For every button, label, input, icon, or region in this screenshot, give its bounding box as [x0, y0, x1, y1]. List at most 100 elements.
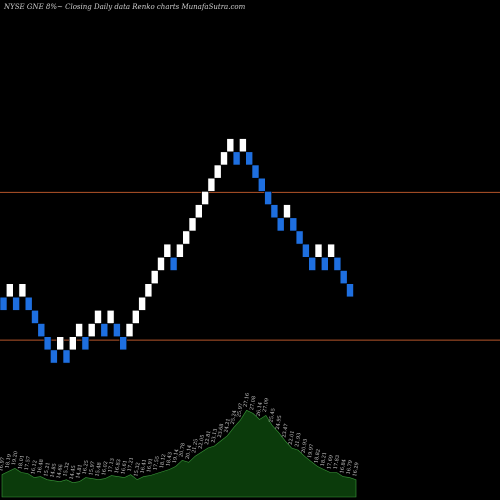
renko-brick-up	[327, 243, 335, 258]
volume-label: 25.45	[268, 408, 276, 423]
volume-label: 16.41	[140, 459, 148, 474]
renko-brick-up	[283, 204, 291, 219]
renko-brick-down	[81, 336, 90, 351]
volume-label: 23.13	[210, 428, 218, 443]
renko-brick-up	[226, 138, 235, 153]
volume-label: 14.81	[75, 464, 83, 479]
renko-brick-down	[320, 256, 329, 271]
renko-brick-down	[264, 191, 272, 205]
renko-brick-down	[295, 230, 304, 245]
volume-label: 16.12	[30, 460, 38, 475]
renko-brick-up	[6, 283, 14, 298]
volume-label: 15.97	[88, 461, 96, 476]
volume-label: 21.25	[191, 438, 199, 453]
renko-brick-up	[87, 323, 96, 337]
volume-label: 16.84	[339, 459, 347, 474]
renko-brick-down	[245, 151, 253, 166]
volume-label: 15.32	[62, 462, 70, 477]
volume-label: 14.85	[50, 463, 58, 478]
volume-label: 16.61	[120, 460, 128, 475]
volume-label: 19.97	[307, 443, 315, 458]
renko-brick-down	[119, 336, 127, 351]
volume-label: 16.25	[82, 460, 90, 475]
renko-brick-down	[302, 243, 310, 258]
renko-brick-up	[195, 204, 203, 219]
renko-bricks	[0, 138, 354, 364]
renko-brick-down	[232, 151, 241, 166]
volume-label: 19.20	[11, 451, 19, 466]
volume-area-fill	[1, 409, 357, 498]
renko-brick-up	[239, 138, 247, 153]
volume-area	[1, 409, 357, 498]
renko-brick-up	[138, 296, 146, 311]
volume-label: 20.93	[301, 438, 309, 453]
volume-label: 18.19	[4, 454, 12, 469]
volume-label: 16.97	[0, 457, 6, 472]
renko-brick-down	[276, 217, 285, 232]
volume-label: 26.14	[256, 402, 264, 417]
volume-label: 16.29	[352, 462, 360, 477]
volume-label: 16.48	[37, 459, 45, 474]
renko-brick-up	[125, 323, 134, 337]
volume-label: 23.68	[217, 423, 225, 438]
volume-label: 23.47	[281, 423, 289, 438]
volume-label: 20.14	[185, 444, 193, 459]
renko-brick-up	[150, 270, 159, 284]
volume-label: 15.21	[43, 462, 51, 477]
renko-brick-up	[220, 151, 228, 166]
renko-brick-down	[50, 349, 58, 364]
volume-label: 15.48	[95, 462, 103, 477]
chart-title: NYSE GNE 8%~ Closing Daily data Renko ch…	[3, 3, 246, 11]
volume-label: 18.43	[165, 452, 173, 467]
renko-brick-down	[346, 283, 354, 298]
renko-brick-up	[94, 309, 102, 324]
renko-brick-down	[113, 323, 121, 337]
volume-label: 27.16	[243, 392, 251, 407]
renko-brick-down	[339, 270, 348, 284]
renko-brick-down	[308, 256, 317, 271]
renko-brick-up	[207, 177, 216, 192]
renko-brick-up	[157, 256, 165, 271]
volume-label: 20.78	[178, 442, 186, 457]
renko-brick-down	[251, 164, 260, 179]
renko-brick-down	[100, 323, 109, 337]
renko-brick-up	[188, 217, 197, 232]
volume-label: 16.79	[346, 460, 354, 475]
volume-label: 22.05	[198, 434, 206, 449]
volume-labels: 16.9718.1919.2018.0117.5716.1216.4815.21…	[0, 392, 360, 480]
volume-label: 18.01	[17, 455, 25, 470]
volume-label: 15.32	[133, 462, 141, 477]
volume-label: 19.14	[172, 449, 180, 464]
renko-brick-up	[18, 283, 27, 298]
volume-label: 27.08	[249, 396, 257, 411]
renko-brick-down	[62, 349, 71, 364]
renko-brick-up	[69, 336, 77, 351]
volume-label: 17.57	[24, 456, 32, 471]
renko-brick-up	[213, 164, 222, 179]
renko-brick-up	[106, 309, 115, 324]
renko-brick-down	[333, 256, 342, 271]
renko-brick-up	[163, 243, 172, 258]
renko-brick-down	[24, 296, 33, 311]
renko-brick-down	[270, 204, 279, 219]
renko-brick-up	[176, 243, 184, 258]
volume-label: 24.95	[275, 415, 283, 430]
volume-label: 17.55	[153, 456, 161, 471]
renko-brick-down	[257, 177, 266, 192]
renko-brick-down	[0, 296, 8, 311]
volume-label: 22.01	[288, 430, 296, 445]
renko-brick-up	[182, 230, 190, 245]
renko-brick-down	[37, 323, 46, 337]
volume-label: 18.82	[313, 449, 321, 464]
renko-brick-up	[144, 283, 153, 298]
renko-brick-down	[31, 309, 39, 324]
volume-label: 17.13	[107, 458, 115, 473]
volume-label: 18.21	[320, 452, 328, 467]
volume-label: 21.93	[294, 432, 302, 447]
renko-brick-up	[132, 309, 140, 324]
volume-label: 16.91	[146, 458, 154, 473]
renko-brick-down	[289, 217, 298, 232]
renko-brick-up	[75, 323, 83, 337]
renko-brick-down	[43, 336, 52, 351]
